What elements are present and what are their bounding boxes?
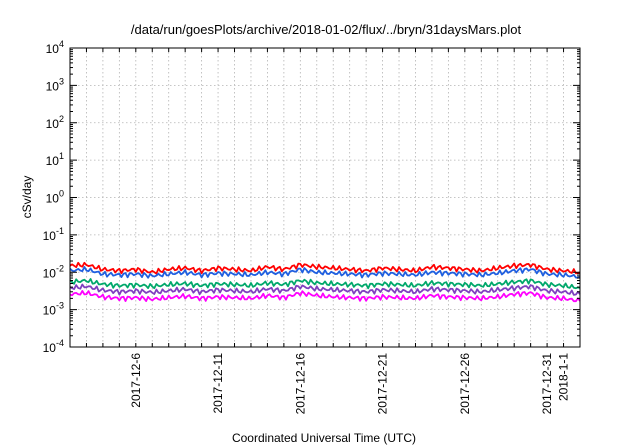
x-tick-label: 2017-12-6 [129,353,143,408]
x-tick-label: 2018-1-1 [557,353,571,401]
y-axis-label: cSv/day [20,176,34,219]
ticks [70,47,580,348]
series-line [69,278,581,290]
series-line [69,266,581,279]
y-tick-label: 10-1 [43,226,64,243]
y-tick-label: 104 [46,39,64,56]
y-tick-label: 10-2 [43,263,64,280]
x-tick-label: 2017-12-26 [458,353,472,415]
chart-title: /data/run/goesPlots/archive/2018-01-02/f… [131,22,522,37]
x-tick-label: 2017-12-16 [293,353,307,415]
x-tick-label: 2017-12-31 [540,353,554,415]
y-tick-label: 10-3 [43,301,64,318]
series-line [69,289,581,303]
y-tick-label: 100 [46,189,64,206]
x-axis-label: Coordinated Universal Time (UTC) [232,431,416,445]
x-tick-labels: 2017-12-6 2017-12-11 2017-12-16 2017-12-21 2… [129,353,571,415]
y-tick-label: 102 [46,114,64,131]
series-line [69,261,581,275]
series-line [69,283,581,296]
grid [70,48,580,347]
x-tick-label: 2017-12-21 [376,353,390,415]
x-tick-label: 2017-12-11 [211,353,225,414]
y-tick-label: 103 [46,76,64,93]
y-tick-label: 101 [46,151,64,168]
y-tick-labels: 10-4 10-3 10-2 10-1 100 101 102 103 104 [43,39,64,355]
series-lines [69,261,581,303]
y-tick-label: 10-4 [43,338,64,355]
